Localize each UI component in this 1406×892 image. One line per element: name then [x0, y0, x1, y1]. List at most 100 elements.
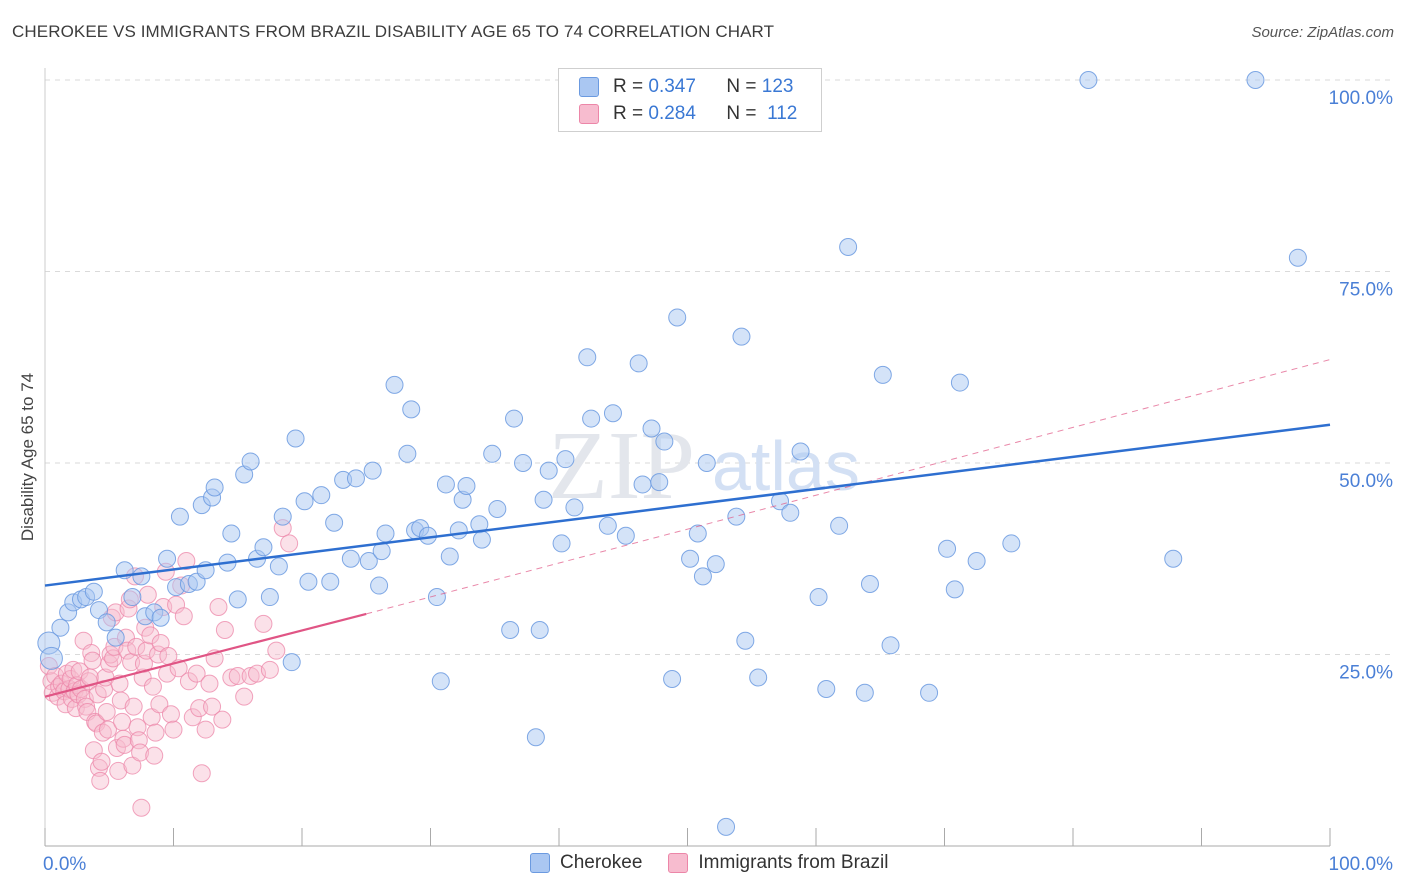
cherokee-point	[727, 507, 746, 526]
cherokee-point	[873, 365, 892, 384]
bottom-swatch-cherokee	[530, 853, 550, 873]
cherokee-point	[749, 668, 768, 687]
brazil-point	[145, 746, 164, 765]
cherokee-point	[967, 552, 986, 571]
cherokee-point	[582, 409, 601, 428]
cherokee-point	[938, 539, 957, 558]
legend-row-cherokee: R = 0.347 N = 123	[579, 74, 793, 100]
cherokee-point	[791, 442, 810, 461]
y-axis-label: Disability Age 65 to 74	[18, 373, 37, 541]
brazil-point	[109, 761, 128, 780]
cherokee-point	[945, 580, 964, 599]
legend: R = 0.347 N = 123 R = 0.284 N = 112	[558, 68, 822, 132]
bottom-legend-cherokee: Cherokee	[530, 852, 642, 874]
y-tick-label: 50.0%	[1339, 471, 1393, 492]
brazil-point	[124, 697, 143, 716]
cherokee-point	[222, 524, 241, 543]
cherokee-point	[123, 588, 142, 607]
cherokee-point	[809, 588, 828, 607]
brazil-point	[235, 687, 254, 706]
chart-title: CHEROKEE VS IMMIGRANTS FROM BRAZIL DISAB…	[12, 22, 775, 41]
cherokee-point	[228, 590, 247, 609]
cherokee-point	[855, 683, 874, 702]
cherokee-point	[860, 575, 879, 594]
cherokee-point	[299, 572, 318, 591]
brazil-point	[161, 705, 180, 724]
tick-labels: 25.0% 50.0% 75.0% 100.0% 0.0% 100.0%	[43, 88, 1393, 875]
brazil-point	[138, 585, 157, 604]
cherokee-point	[325, 513, 344, 532]
brazil-point	[131, 743, 150, 762]
cherokee-point	[839, 237, 858, 256]
brazil-point	[93, 723, 112, 742]
legend-n-label: N =	[726, 103, 757, 124]
brazil-point	[190, 699, 209, 718]
cherokee-point	[427, 588, 446, 607]
brazil-point	[104, 649, 123, 668]
brazil-point	[98, 720, 117, 739]
cherokee-point	[39, 646, 63, 670]
cherokee-point	[1288, 248, 1307, 267]
cherokee-point	[472, 530, 491, 549]
brazil-point	[118, 641, 137, 660]
cherokee-point	[359, 552, 378, 571]
cherokee-point	[552, 534, 571, 553]
legend-r-label: R =	[613, 103, 644, 124]
brazil-points	[39, 519, 299, 817]
cherokee-point	[1002, 534, 1021, 553]
cherokee-point	[881, 636, 900, 655]
cherokee-point	[273, 507, 292, 526]
cherokee-point	[97, 613, 116, 632]
legend-r-value: 0.347	[648, 76, 696, 97]
cherokee-point	[697, 454, 716, 472]
cherokee-point	[170, 507, 189, 526]
brazil-point	[209, 598, 228, 617]
brazil-point	[132, 798, 151, 817]
cherokee-point	[603, 404, 622, 423]
cherokee-point	[402, 400, 421, 419]
brazil-point	[187, 664, 206, 683]
cherokee-point	[440, 547, 459, 566]
brazil-point	[260, 660, 279, 679]
cherokee-point	[633, 475, 652, 494]
brazil-point	[114, 729, 133, 748]
brazil-point	[183, 708, 202, 727]
cherokee-point	[398, 444, 417, 463]
brazil-point	[213, 710, 232, 729]
cherokee-point	[321, 572, 340, 591]
cherokee-point	[158, 549, 177, 568]
cherokee-point	[534, 490, 553, 509]
brazil-point	[87, 714, 106, 733]
cherokee-point	[1164, 549, 1183, 568]
brazil-point	[177, 552, 196, 571]
x-tick-label: 100.0%	[1329, 854, 1394, 875]
cherokee-point	[282, 653, 301, 672]
cherokee-point	[385, 375, 404, 394]
brazil-point	[174, 607, 193, 626]
brazil-point	[164, 720, 183, 739]
cherokee-point	[295, 492, 314, 511]
cherokee-point	[950, 373, 969, 392]
brazil-point	[267, 641, 286, 660]
brazil-point	[179, 672, 198, 691]
brazil-trend-extension	[366, 359, 1331, 615]
legend-r-label: R =	[613, 76, 644, 97]
cherokee-point	[254, 538, 273, 557]
brazil-point	[92, 752, 111, 771]
cherokee-point	[370, 576, 389, 595]
cherokee-point	[732, 327, 751, 346]
cherokee-point	[693, 567, 712, 586]
cherokee-points	[37, 71, 1307, 836]
brazil-point	[128, 718, 147, 737]
brazil-point	[228, 666, 247, 685]
bottom-legend: Cherokee Immigrants from Brazil	[530, 852, 914, 874]
cherokee-point	[539, 461, 558, 480]
brazil-trend-line	[44, 612, 367, 698]
legend-swatch-brazil	[579, 104, 599, 124]
cherokee-point	[781, 503, 800, 522]
cherokee-point	[650, 473, 669, 492]
cherokee-point	[655, 432, 674, 451]
cherokee-point	[556, 450, 575, 469]
cherokee-point	[483, 444, 502, 463]
cherokee-point	[431, 672, 450, 691]
